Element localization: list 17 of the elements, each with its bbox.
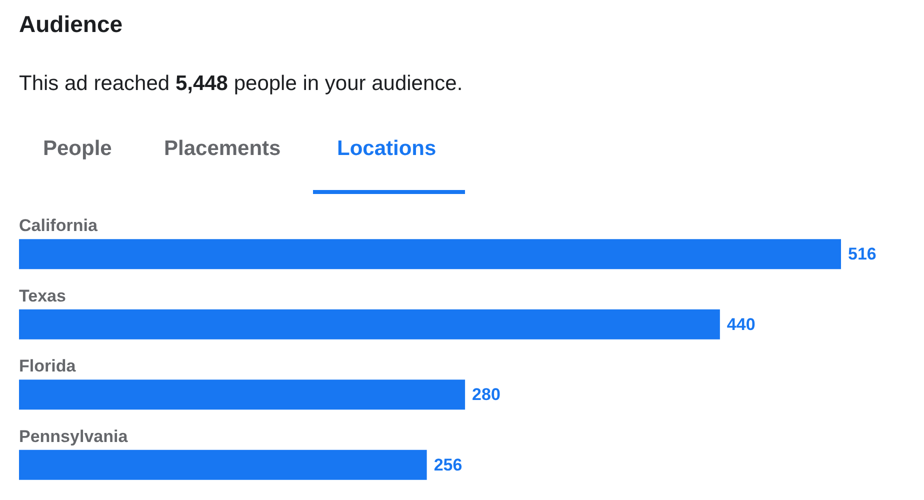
data-label: 440	[726, 314, 756, 334]
text: Placements	[164, 137, 281, 161]
bar	[19, 380, 466, 410]
text: Locations	[337, 137, 436, 161]
chart-title: Audience	[19, 11, 123, 38]
y-tick-label: Florida	[19, 356, 76, 376]
bar	[19, 309, 720, 340]
data-label: 280	[472, 385, 500, 404]
y-tick-label: Pennsylvania	[19, 426, 128, 446]
y-tick-label: California	[19, 216, 98, 236]
bar	[19, 450, 427, 480]
text: People	[43, 137, 112, 161]
chart-subtitle: This ad reached 5,448 people in your audience.	[19, 72, 463, 95]
bar	[19, 239, 841, 270]
data-label: 256	[434, 455, 462, 474]
y-tick-label: Texas	[19, 286, 66, 306]
data-label: 516	[848, 244, 876, 264]
